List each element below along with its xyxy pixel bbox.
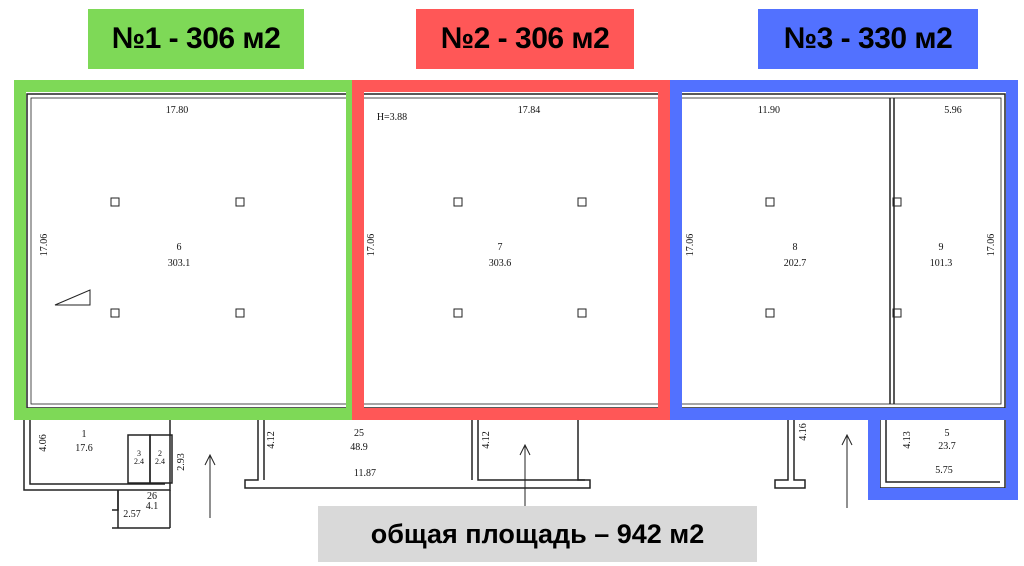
room-8-no: 8 xyxy=(793,242,798,253)
dim-h25b: 4.12 xyxy=(481,431,492,449)
unit-3-annex-frame xyxy=(868,414,1018,500)
stair-icon xyxy=(54,289,91,306)
room-5-area: 23.7 xyxy=(938,441,956,452)
room-9-no: 9 xyxy=(939,242,944,253)
entrance-arrows xyxy=(204,433,853,518)
room-1-no: 1 xyxy=(82,429,87,440)
room-6-area: 303.1 xyxy=(168,258,191,269)
dim-w7: 17.84 xyxy=(518,105,541,116)
room-25-area: 48.9 xyxy=(350,442,368,453)
room-2-area: 2.4 xyxy=(155,457,165,466)
unit-2-frame xyxy=(352,80,670,420)
unit-1-label: №1 - 306 м2 xyxy=(88,9,304,69)
room-3-area: 2.4 xyxy=(134,457,144,466)
total-area-label: общая площадь – 942 м2 xyxy=(318,506,757,562)
room-8-area: 202.7 xyxy=(784,258,807,269)
room-25-no: 25 xyxy=(354,428,364,439)
dim-h5: 4.13 xyxy=(902,431,913,449)
dim-h1: 4.06 xyxy=(38,434,49,452)
dim-h-wc: 2.93 xyxy=(176,453,187,471)
columns xyxy=(110,197,902,318)
dim-h6: 17.06 xyxy=(39,234,50,257)
room-9-area: 101.3 xyxy=(930,258,953,269)
room-1-area: 17.6 xyxy=(75,443,93,454)
dim-w26: 2.57 xyxy=(123,509,141,520)
dim-h-right: 4.16 xyxy=(798,423,809,441)
room-5-no: 5 xyxy=(945,428,950,439)
room-7-no: 7 xyxy=(498,242,503,253)
dim-w8: 11.90 xyxy=(758,105,780,116)
room-2-no: 2 xyxy=(158,449,162,458)
dim-h7: 17.06 xyxy=(366,234,377,257)
unit-frames xyxy=(14,80,1018,500)
dim-w9: 5.96 xyxy=(944,105,962,116)
dim-w25: 11.87 xyxy=(354,468,376,479)
room-26-no: 26 xyxy=(147,491,157,502)
room-26-area: 4.1 xyxy=(146,501,159,512)
room-7-area: 303.6 xyxy=(489,258,512,269)
unit-2-label: №2 - 306 м2 xyxy=(416,9,634,69)
unit-1-frame xyxy=(14,80,358,420)
dim-h25a: 4.12 xyxy=(266,431,277,449)
unit-3-label: №3 - 330 м2 xyxy=(758,9,978,69)
dim-w6: 17.80 xyxy=(166,105,189,116)
dim-h8: 17.06 xyxy=(685,234,696,257)
unit-3-frame xyxy=(670,80,1018,420)
dim-w5: 5.75 xyxy=(935,465,953,476)
dim-h9: 17.06 xyxy=(986,234,997,257)
room-3-no: 3 xyxy=(137,449,141,458)
room-6-no: 6 xyxy=(177,242,182,253)
plan-walls xyxy=(23,93,1006,529)
ceiling-height: H=3.88 xyxy=(377,112,407,123)
